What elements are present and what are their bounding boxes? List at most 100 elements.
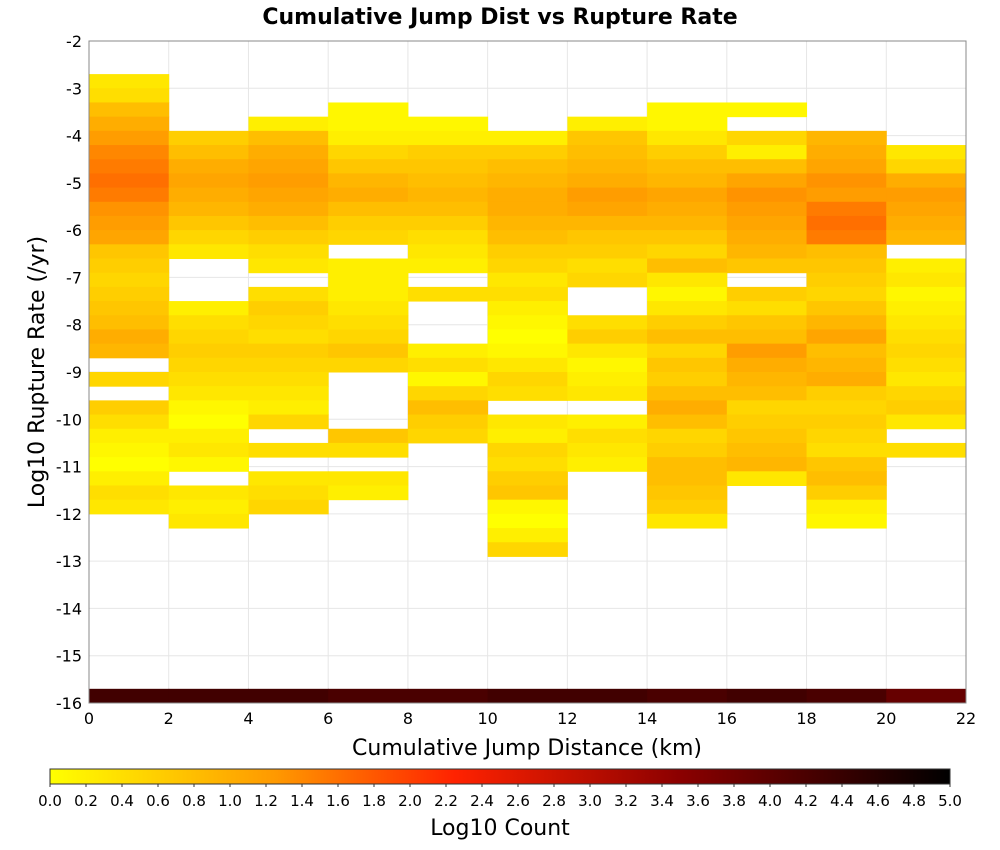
heatmap-cell (647, 457, 728, 472)
colorbar-tick-label: 2.0 (398, 792, 422, 810)
heatmap-cell (726, 414, 808, 430)
heatmap-cell (806, 145, 887, 160)
colorbar-tick-label: 4.0 (758, 792, 782, 810)
heatmap-cell (487, 301, 568, 316)
heatmap-cell (647, 230, 728, 245)
colorbar-tick-label: 3.8 (722, 792, 746, 810)
heatmap-cell (806, 329, 887, 345)
heatmap-cell (248, 130, 329, 146)
colorbar-tick-label: 3.0 (578, 792, 602, 810)
heatmap-cell (248, 187, 329, 203)
heatmap-cell (89, 130, 170, 146)
heatmap-cell (89, 499, 170, 515)
heatmap-cell (248, 244, 329, 260)
x-tick-label: 8 (403, 709, 413, 728)
heatmap-cell (407, 145, 489, 160)
heatmap-cell (328, 230, 409, 245)
heatmap-cell (248, 315, 329, 330)
heatmap-cell (89, 272, 170, 288)
heatmap-cell (726, 457, 808, 472)
heatmap-cell (487, 499, 568, 515)
heatmap-cell (328, 315, 409, 330)
heatmap-cell (886, 301, 967, 316)
heatmap-cell (886, 187, 967, 203)
heatmap-cell (168, 442, 249, 458)
heatmap-cell (567, 414, 648, 430)
heatmap-cell-bottom (806, 688, 887, 703)
heatmap-cell (726, 301, 808, 316)
colorbar-tick-label: 3.2 (614, 792, 638, 810)
heatmap-cell (647, 258, 728, 274)
heatmap-cell (726, 187, 808, 203)
heatmap-cell (806, 414, 887, 430)
colorbar-tick-label: 2.8 (542, 792, 566, 810)
heatmap-cell (567, 272, 648, 288)
heatmap-cell-bottom (328, 688, 409, 703)
heatmap-cell (89, 215, 170, 231)
heatmap-cell (89, 400, 170, 416)
heatmap-cell (328, 145, 409, 160)
heatmap-cell (806, 244, 887, 260)
heatmap-cell (726, 357, 808, 373)
heatmap-cell (328, 485, 409, 501)
heatmap-cells (89, 74, 967, 703)
heatmap-cell (806, 230, 887, 245)
heatmap-cell (407, 372, 489, 387)
heatmap-cell (89, 329, 170, 345)
heatmap-cell (328, 428, 409, 444)
heatmap-cell (168, 145, 249, 160)
heatmap-cell (886, 286, 967, 302)
heatmap-cell (328, 130, 409, 146)
heatmap-cell (407, 428, 489, 444)
heatmap-cell (168, 485, 249, 501)
heatmap-cell (647, 386, 728, 401)
heatmap-cell (487, 315, 568, 330)
heatmap-cell (886, 173, 967, 189)
heatmap-cell-bottom (89, 688, 170, 703)
heatmap-cell (726, 286, 808, 302)
heatmap-cell (407, 357, 489, 373)
plot-frame (88, 40, 967, 704)
heatmap-cell (647, 272, 728, 288)
heatmap-cell (806, 187, 887, 203)
x-tick-label: 6 (323, 709, 333, 728)
heatmap-cell (886, 258, 967, 274)
heatmap-cell (328, 286, 409, 302)
heatmap-cell (248, 343, 329, 359)
y-tick-label: -13 (56, 552, 82, 571)
heatmap-cell (726, 386, 808, 401)
y-tick-label: -7 (66, 268, 82, 287)
heatmap-cell (726, 244, 808, 260)
heatmap-cell (647, 329, 728, 345)
y-tick-label: -10 (56, 410, 82, 429)
heatmap-cell (647, 286, 728, 302)
heatmap-cell (407, 201, 489, 217)
heatmap-cell (407, 116, 489, 132)
heatmap-cell-bottom (567, 688, 648, 703)
colorbar-tick-label: 2.4 (470, 792, 494, 810)
heatmap-cell (647, 414, 728, 430)
heatmap-cell (726, 315, 808, 330)
heatmap-cell (567, 457, 648, 472)
heatmap-cell (168, 400, 249, 416)
heatmap-cell (726, 102, 808, 118)
heatmap-cell (806, 258, 887, 274)
colorbar-tick-label: 0.6 (146, 792, 170, 810)
colorbar-tick-label: 1.6 (326, 792, 350, 810)
heatmap-cell (89, 372, 170, 387)
heatmap-cell (487, 272, 568, 288)
heatmap-cell (806, 400, 887, 416)
heatmap-cell (886, 215, 967, 231)
colorbar-tick-label: 1.0 (218, 792, 242, 810)
heatmap-cell (647, 215, 728, 231)
heatmap-cell (487, 542, 568, 557)
heatmap-cell (567, 372, 648, 387)
heatmap-cell (89, 315, 170, 330)
heatmap-cell (328, 272, 409, 288)
heatmap-cell (168, 130, 249, 146)
colorbar-tick-label: 3.4 (650, 792, 674, 810)
heatmap-cell (886, 442, 967, 458)
heatmap-cell (567, 159, 648, 174)
colorbar-tick-label: 1.2 (254, 792, 278, 810)
heatmap-cell (248, 386, 329, 401)
